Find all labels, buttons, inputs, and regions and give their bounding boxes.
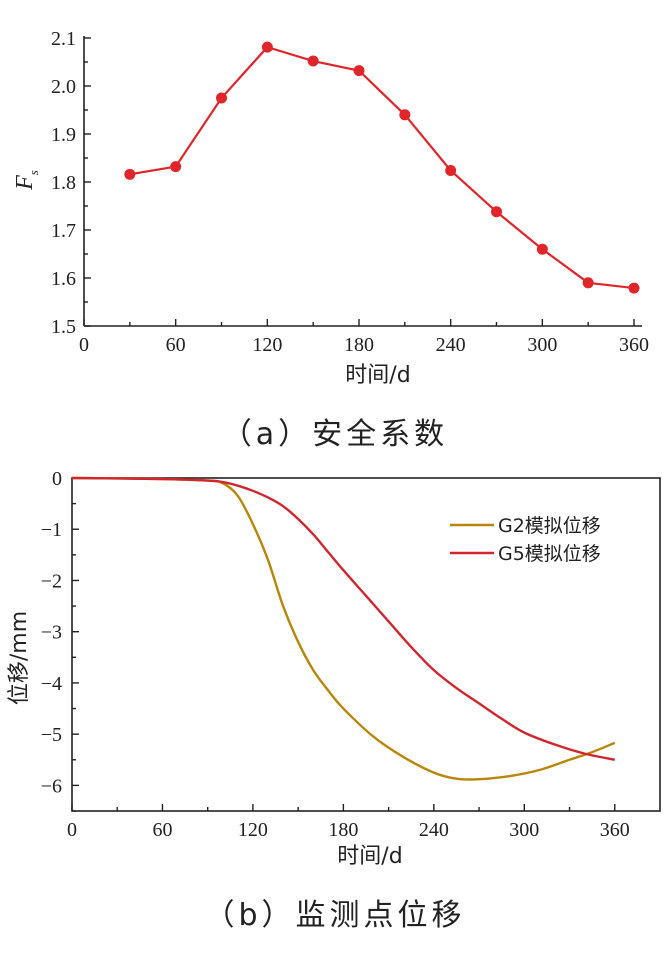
chart-a-data-point (307, 55, 319, 67)
svg-text:Fs: Fs (12, 170, 41, 191)
chart-a-data-point (536, 243, 548, 255)
chart-b-x-tick-label: 120 (238, 819, 268, 841)
chart-a-y-tick-label: 1.6 (51, 268, 76, 290)
chart-b-x-tick-label: 0 (67, 819, 77, 841)
chart-b-y-tick-label: −3 (41, 622, 62, 644)
chart-a-x-tick-label: 240 (436, 334, 466, 356)
chart-a-series-line (129, 45, 635, 290)
chart-a-y-tick-label: 2.0 (51, 76, 76, 98)
chart-a-data-point (353, 65, 365, 77)
chart-a-x-tick-label: 120 (252, 334, 282, 356)
chart-b-y-tick-label: −1 (41, 519, 62, 541)
chart-b-x-tick-label: 300 (509, 819, 539, 841)
chart-a-x-ticks: 0 60 120 180 240 300 360 (79, 319, 649, 356)
legend-label-g5: G5模拟位移 (498, 543, 601, 565)
chart-a-x-tick-label: 180 (344, 334, 374, 356)
chart-a-x-tick-label: 300 (527, 334, 557, 356)
chart-b-y-ticks: 0 −1 −2 −3 −4 −5 −6 (41, 468, 79, 812)
chart-a-series (124, 41, 640, 294)
chart-a-y-tick-label: 1.8 (51, 172, 76, 194)
chart-a-y-axis-label: F (12, 175, 38, 191)
chart-a-x-tick-label: 60 (166, 334, 186, 356)
chart-b-frame (71, 477, 661, 812)
chart-a-y-tick-label: 1.9 (51, 124, 76, 146)
chart-b-legend: G2模拟位移 G5模拟位移 (450, 515, 601, 565)
chart-b-y-axis-label: 位移/mm (7, 611, 32, 705)
chart-b-series-line-g2 (71, 476, 616, 781)
chart-a-y-tick-label: 1.7 (51, 220, 76, 242)
chart-a-data-point (491, 206, 502, 218)
chart-a-y-axis-label-group: Fs (12, 170, 41, 191)
chart-a-data-point (216, 92, 227, 104)
chart-b-x-ticks: 0 60 120 180 240 300 360 (67, 804, 630, 841)
chart-b-series (71, 476, 616, 781)
chart-a-y-ticks: 1.5 1.6 1.7 1.8 1.9 2.0 2.1 (51, 28, 91, 338)
chart-b-y-tick-label: −2 (41, 570, 62, 592)
chart-a-data-point (628, 282, 640, 294)
chart-a-y-axis-label-sub: s (26, 170, 41, 175)
chart-b-x-axis-label: 时间/d (337, 844, 402, 869)
chart-a-y-tick-label: 2.1 (51, 28, 76, 50)
chart-a-y-tick-label: 1.5 (51, 316, 76, 338)
chart-a-data-point (261, 41, 273, 53)
chart-a-data-point (124, 168, 136, 180)
chart-a-x-tick-label: 360 (619, 334, 649, 356)
legend-label-g2: G2模拟位移 (498, 515, 601, 537)
chart-a-data-point (445, 164, 457, 176)
chart-b-y-tick-label: 0 (52, 468, 62, 490)
chart-b-caption: （b）监测点位移 (204, 898, 465, 933)
chart-a-x-axis-label: 时间/d (345, 363, 410, 388)
chart-b-series-line-g5 (71, 476, 616, 761)
chart-a-caption: （a）安全系数 (222, 417, 448, 452)
chart-b-x-tick-label: 240 (419, 819, 449, 841)
chart-b-y-tick-label: −4 (41, 673, 62, 695)
chart-b-y-tick-label: −6 (41, 775, 62, 797)
chart-b-x-tick-label: 60 (152, 819, 172, 841)
chart-a-axes (83, 36, 642, 327)
chart-a-data-point (170, 161, 182, 173)
chart-b-x-tick-label: 360 (600, 819, 630, 841)
chart-a-x-tick-label: 0 (79, 334, 89, 356)
chart-a-data-point (582, 277, 594, 289)
chart-b-y-tick-label: −5 (41, 724, 62, 746)
chart-a-safety-factor: 0 60 120 180 240 300 360 1.5 1.6 1.7 1.8 1.9 2.0 2.1… (12, 28, 649, 452)
chart-b-axes (71, 477, 661, 812)
chart-b-x-tick-label: 180 (328, 819, 358, 841)
chart-a-data-point (399, 109, 411, 121)
chart-b-displacement: 0 60 120 180 240 300 360 0 −1 −2 −3 −4 −5 −6 G2模拟位移 … (7, 468, 661, 933)
